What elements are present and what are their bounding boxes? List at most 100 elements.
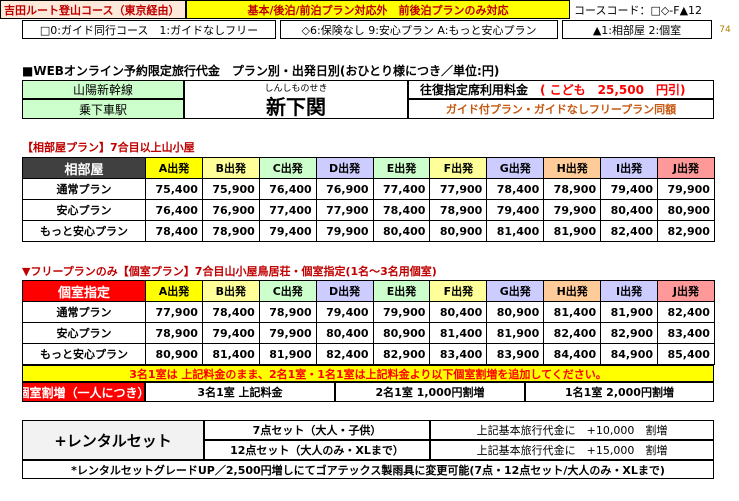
rental-set12-desc: 上記基本旅行代金に +15,000 割増 xyxy=(430,440,714,460)
price-cell: 84,400 xyxy=(543,343,602,365)
table-row: 通常プラン 75,400 75,900 76,400 76,900 77,400… xyxy=(22,178,715,200)
price-cell: 79,900 xyxy=(315,220,374,242)
price-cell: 79,400 xyxy=(315,301,374,323)
departure-h: H出発 xyxy=(543,157,602,179)
price-cell: 82,900 xyxy=(372,343,431,365)
price-cell: 82,400 xyxy=(315,343,374,365)
price-cell: 80,900 xyxy=(657,199,715,221)
price-cell: 83,900 xyxy=(486,343,545,365)
rental-footnote: *レンタルセットグレードUP／2,500円増しにてゴアテックス製雨具に変更可能(… xyxy=(22,460,714,479)
price-cell: 79,900 xyxy=(372,301,431,323)
table-row: 通常プラン 77,900 78,400 78,900 79,400 79,900… xyxy=(22,301,715,323)
price-cell: 81,900 xyxy=(486,322,545,344)
plan-support-note: 基本/後泊/前泊プラン対応外 前後泊プランのみ対応 xyxy=(186,0,570,19)
rental-set7: 7点セット（大人・子供） xyxy=(204,420,430,440)
table-row: 安心プラン 78,900 79,400 79,900 80,400 80,900… xyxy=(22,322,715,344)
price-cell: 78,900 xyxy=(429,199,488,221)
price-cell: 76,400 xyxy=(258,178,317,200)
price-cell: 80,400 xyxy=(429,301,488,323)
price-cell: 79,900 xyxy=(657,178,715,200)
legend-room: ▲1:相部屋 2:個室 xyxy=(562,20,712,39)
price-cell: 80,400 xyxy=(315,322,374,344)
price-cell: 80,900 xyxy=(486,301,545,323)
price-cell: 78,400 xyxy=(145,220,203,242)
price-cell: 77,900 xyxy=(145,301,203,323)
plan-name: もっと安心プラン xyxy=(22,220,146,242)
table-row: 安心プラン 76,400 76,900 77,400 77,900 78,400… xyxy=(22,199,715,221)
price-cell: 78,900 xyxy=(543,178,602,200)
price-cell: 79,900 xyxy=(543,199,602,221)
price-cell: 78,400 xyxy=(486,178,545,200)
price-cell: 79,900 xyxy=(258,322,317,344)
legend-guide: □0:ガイド同行コース 1:ガイドなしフリー xyxy=(22,20,276,39)
departure-a: A出発 xyxy=(145,157,203,179)
fare-box xyxy=(408,80,714,99)
departure-b: B出発 xyxy=(201,157,260,179)
price-cell: 80,900 xyxy=(372,322,431,344)
price-cell: 80,400 xyxy=(600,199,659,221)
departure-f: F出発 xyxy=(429,157,488,179)
price-cell: 82,400 xyxy=(543,322,602,344)
departure-g: G出発 xyxy=(486,280,545,302)
price-cell: 75,900 xyxy=(201,178,260,200)
departure-i: I出発 xyxy=(600,280,659,302)
departure-f: F出発 xyxy=(429,280,488,302)
departure-h: H出発 xyxy=(543,280,602,302)
price-cell: 79,400 xyxy=(600,178,659,200)
private-room-table: 個室指定 A出発 B出発 C出発 D出発 E出発 F出発 G出発 H出発 I出発… xyxy=(22,280,715,365)
price-cell: 77,900 xyxy=(429,178,488,200)
station-furigana: しんしものせき xyxy=(264,83,328,94)
surcharge-2-person: 2名1室 1,000円割増 xyxy=(335,382,525,402)
shared-room-table: 相部屋 A出発 B出発 C出発 D出発 E出発 F出発 G出発 H出発 I出発 … xyxy=(22,157,715,242)
price-cell: 79,400 xyxy=(258,220,317,242)
section2-title: ▼フリープランのみ【個室プラン】7合目山小屋鳥居荘・個室指定(1名～3名用個室) xyxy=(22,265,437,278)
legend-insurance: ◇6:保険なし 9:安心プラン A:もっと安心プラン xyxy=(280,20,558,39)
plan-name: 安心プラン xyxy=(22,199,146,221)
plan-name: 安心プラン xyxy=(22,322,146,344)
guide-note: ガイド付プラン・ガイドなしフリープラン同額 xyxy=(408,99,714,119)
price-cell: 75,400 xyxy=(145,178,203,200)
price-cell: 82,900 xyxy=(600,322,659,344)
table-row: もっと安心プラン 80,900 81,400 81,900 82,400 82,… xyxy=(22,343,715,365)
station-box xyxy=(184,80,408,119)
rental-set12: 12点セット（大人のみ・XLまで） xyxy=(204,440,430,460)
price-cell: 81,900 xyxy=(600,301,659,323)
price-cell: 82,400 xyxy=(600,220,659,242)
price-cell: 81,400 xyxy=(201,343,260,365)
surcharge-1-person: 1名1室 2,000円割増 xyxy=(525,382,714,402)
private-room-header-row: 個室指定 A出発 B出発 C出発 D出発 E出発 F出発 G出発 H出発 I出発… xyxy=(22,280,715,302)
price-cell: 79,400 xyxy=(201,322,260,344)
section1-title: 【相部屋プラン】7合目以上山小屋 xyxy=(22,141,195,154)
departure-e: E出発 xyxy=(372,157,431,179)
fare-label: 往復指定席利用料金 xyxy=(420,83,529,97)
plan-name: 通常プラン xyxy=(22,301,146,323)
price-cell: 80,900 xyxy=(429,220,488,242)
private-room-notice: 3名1室は 上記料金のまま、2名1室・1名1室は上記料金より以下個室割増を追加し… xyxy=(22,365,714,382)
price-cell: 77,400 xyxy=(258,199,317,221)
rental-set7-desc: 上記基本旅行代金に +10,000 割増 xyxy=(430,420,714,440)
price-cell: 82,400 xyxy=(657,301,715,323)
page-title: ■WEBオンライン予約限定旅行代金 プラン別・出発日別(おひとり様につき／単位:… xyxy=(22,63,500,78)
departure-j: J出発 xyxy=(657,157,715,179)
departure-c: C出発 xyxy=(258,280,317,302)
price-cell: 76,400 xyxy=(145,199,203,221)
departure-c: C出発 xyxy=(258,157,317,179)
child-fare: ( こども 25,500 円引) xyxy=(540,83,686,97)
private-room-header: 個室指定 xyxy=(22,280,146,302)
shared-room-header: 相部屋 xyxy=(22,157,146,179)
price-cell: 81,400 xyxy=(429,322,488,344)
route-label: 吉田ルート登山コース（東京経由） xyxy=(0,0,186,19)
surcharge-3-person: 3名1室 上記料金 xyxy=(145,382,335,402)
price-cell: 81,400 xyxy=(543,301,602,323)
station-name: 新下関 xyxy=(266,94,326,119)
shared-room-header-row: 相部屋 A出発 B出発 C出発 D出発 E出発 F出発 G出発 H出発 I出発 … xyxy=(22,157,715,179)
price-cell: 80,400 xyxy=(372,220,431,242)
price-cell: 78,900 xyxy=(145,322,203,344)
price-cell: 78,400 xyxy=(372,199,431,221)
line-name: 山陽新幹線 xyxy=(22,80,184,99)
price-cell: 82,900 xyxy=(657,220,715,242)
boarding-label: 乗下車駅 xyxy=(22,99,184,119)
rental-title: +レンタルセット xyxy=(22,420,204,460)
departure-j: J出発 xyxy=(657,280,715,302)
departure-e: E出発 xyxy=(372,280,431,302)
